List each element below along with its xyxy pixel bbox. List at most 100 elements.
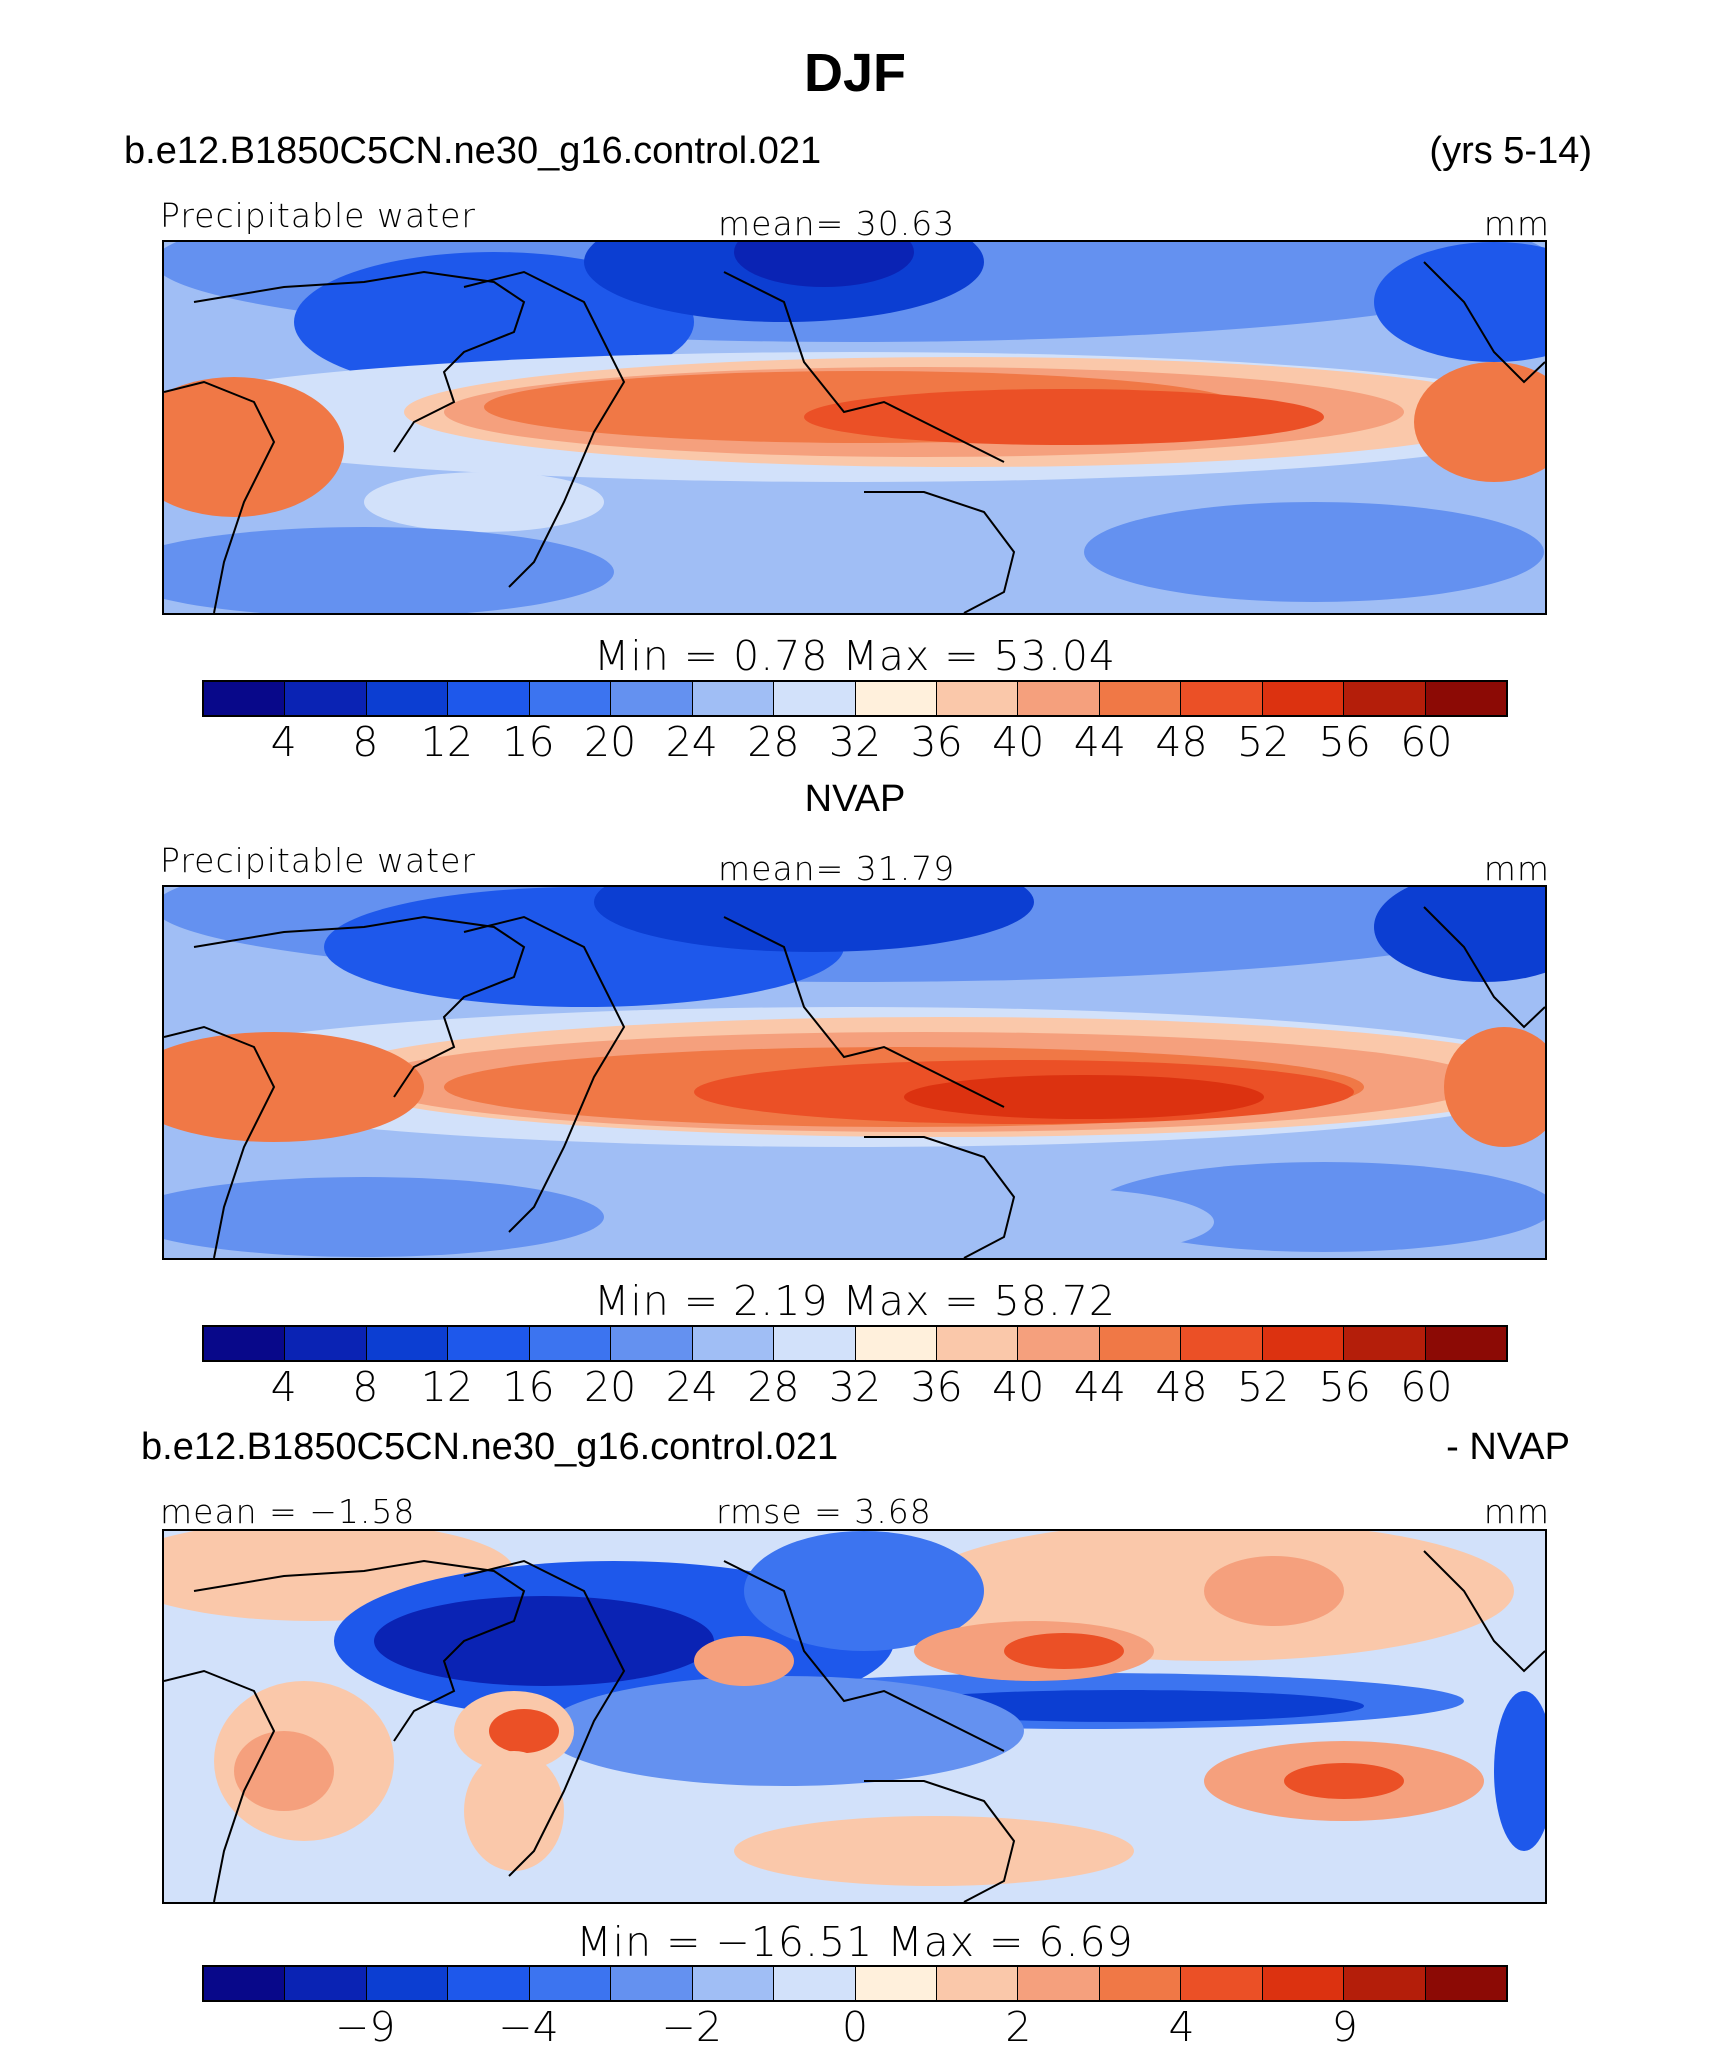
- colorbar-box: [936, 682, 1019, 715]
- tick-label: 20: [584, 718, 637, 766]
- tick-label: 44: [1073, 718, 1126, 766]
- tick-label: 40: [992, 1363, 1045, 1411]
- tick-label: 60: [1400, 718, 1453, 766]
- colorbar-box: [1425, 1967, 1506, 2000]
- tick-label: 0: [841, 2003, 869, 2051]
- colorbar-box: [1262, 1327, 1345, 1360]
- colorbar-box: [1344, 682, 1426, 715]
- panel2-header: NVAP: [804, 778, 906, 820]
- tick-label: 24: [665, 1363, 718, 1411]
- colorbar-box: [1099, 682, 1182, 715]
- colorbar-box: [692, 682, 775, 715]
- colorbar-box: [611, 1967, 693, 2000]
- panel2-map-field: [164, 887, 1545, 1258]
- tick-label: 44: [1073, 1363, 1126, 1411]
- panel1-colorbar: [202, 680, 1508, 717]
- colorbar-box: [285, 1967, 367, 2000]
- colorbar-box: [855, 682, 937, 715]
- tick-label: 8: [352, 718, 379, 766]
- tick-label: −2: [661, 2003, 722, 2051]
- tick-label: 56: [1318, 718, 1371, 766]
- colorbar-box: [204, 1327, 286, 1360]
- panel3-tick-labels: −9 −4 −2 0 2 4 9: [202, 2003, 1508, 2053]
- panel2-units-label: mm: [1483, 849, 1550, 888]
- tick-label: 32: [828, 718, 882, 766]
- tick-label: 4: [270, 1363, 297, 1411]
- tick-label: 40: [992, 718, 1045, 766]
- tick-label: 16: [502, 1363, 555, 1411]
- colorbar-box: [1344, 1967, 1426, 2000]
- colorbar-box: [855, 1327, 937, 1360]
- panel3-units-label: mm: [1483, 1492, 1550, 1531]
- colorbar-box: [448, 682, 530, 715]
- colorbar-box: [1181, 682, 1263, 715]
- panel3-header-right: - NVAP: [1446, 1426, 1570, 1468]
- panel3-mean-label: mean = −1.58: [160, 1492, 416, 1531]
- panel1-units-label: mm: [1483, 204, 1550, 243]
- tick-label: 24: [665, 718, 718, 766]
- tick-label: −4: [498, 2003, 559, 2051]
- panel1-map: [162, 240, 1547, 615]
- tick-label: 52: [1237, 718, 1290, 766]
- tick-label: 60: [1400, 1363, 1453, 1411]
- panel2-tick-labels: 4 8 12 16 20 24 28 32 36 40 44 48 52 56 …: [202, 1363, 1508, 1413]
- colorbar-box: [448, 1327, 530, 1360]
- panel2-minmax: Min = 2.19 Max = 58.72: [593, 1277, 1117, 1325]
- colorbar-box: [1181, 1967, 1263, 2000]
- colorbar-box: [448, 1967, 530, 2000]
- tick-label: −9: [335, 2003, 396, 2051]
- colorbar-box: [1099, 1327, 1182, 1360]
- colorbar-box: [936, 1967, 1019, 2000]
- colorbar-box: [529, 1327, 612, 1360]
- colorbar-box: [1262, 682, 1345, 715]
- panel3-header-left: b.e12.B1850C5CN.ne30_g16.control.021: [141, 1426, 839, 1468]
- colorbar-box: [529, 1967, 612, 2000]
- panel2-mean-label: mean= 31.79: [718, 849, 956, 888]
- panel1-tick-labels: 4 8 12 16 20 24 28 32 36 40 44 48 52 56 …: [202, 718, 1508, 768]
- panel2-map: [162, 885, 1547, 1260]
- panel3-minmax: Min = −16.51 Max = 6.69: [576, 1918, 1134, 1966]
- colorbar-box: [529, 682, 612, 715]
- colorbar-box: [1099, 1967, 1182, 2000]
- colorbar-box: [366, 1327, 449, 1360]
- tick-label: 36: [910, 1363, 963, 1411]
- tick-label: 28: [747, 718, 800, 766]
- colorbar-box: [692, 1327, 775, 1360]
- colorbar-box: [774, 1967, 856, 2000]
- tick-label: 36: [910, 718, 963, 766]
- colorbar-box: [774, 1327, 856, 1360]
- tick-label: 52: [1237, 1363, 1290, 1411]
- tick-label: 12: [420, 718, 473, 766]
- figure-title: DJF: [803, 43, 906, 103]
- colorbar-box: [1018, 682, 1100, 715]
- case-name: b.e12.B1850C5CN.ne30_g16.control.021: [124, 130, 822, 172]
- tick-label: 8: [352, 1363, 379, 1411]
- tick-label: 32: [828, 1363, 882, 1411]
- panel1-mean-label: mean= 30.63: [718, 204, 956, 243]
- tick-label: 12: [420, 1363, 473, 1411]
- colorbar-box: [936, 1327, 1019, 1360]
- tick-label: 28: [747, 1363, 800, 1411]
- colorbar-box: [692, 1967, 775, 2000]
- panel1-left-label: Precipitable water: [160, 196, 476, 235]
- panel2-left-label: Precipitable water: [160, 841, 476, 880]
- panel3-colorbar: [202, 1965, 1508, 2002]
- colorbar-box: [611, 1327, 693, 1360]
- tick-label: 4: [1168, 2003, 1195, 2051]
- panel3-map: [162, 1529, 1547, 1904]
- panel1-map-field: [164, 242, 1545, 613]
- colorbar-box: [1425, 1327, 1506, 1360]
- tick-label: 4: [270, 718, 297, 766]
- colorbar-box: [366, 682, 449, 715]
- years-label: (yrs 5-14): [1429, 130, 1592, 172]
- tick-label: 48: [1155, 718, 1208, 766]
- tick-label: 20: [584, 1363, 637, 1411]
- tick-label: 56: [1318, 1363, 1371, 1411]
- colorbar-box: [366, 1967, 449, 2000]
- colorbar-box: [1262, 1967, 1345, 2000]
- colorbar-box: [204, 682, 286, 715]
- colorbar-box: [1344, 1327, 1426, 1360]
- panel3-rmse-label: rmse = 3.68: [716, 1492, 932, 1531]
- panel1-minmax: Min = 0.78 Max = 53.04: [593, 632, 1117, 680]
- colorbar-box: [285, 682, 367, 715]
